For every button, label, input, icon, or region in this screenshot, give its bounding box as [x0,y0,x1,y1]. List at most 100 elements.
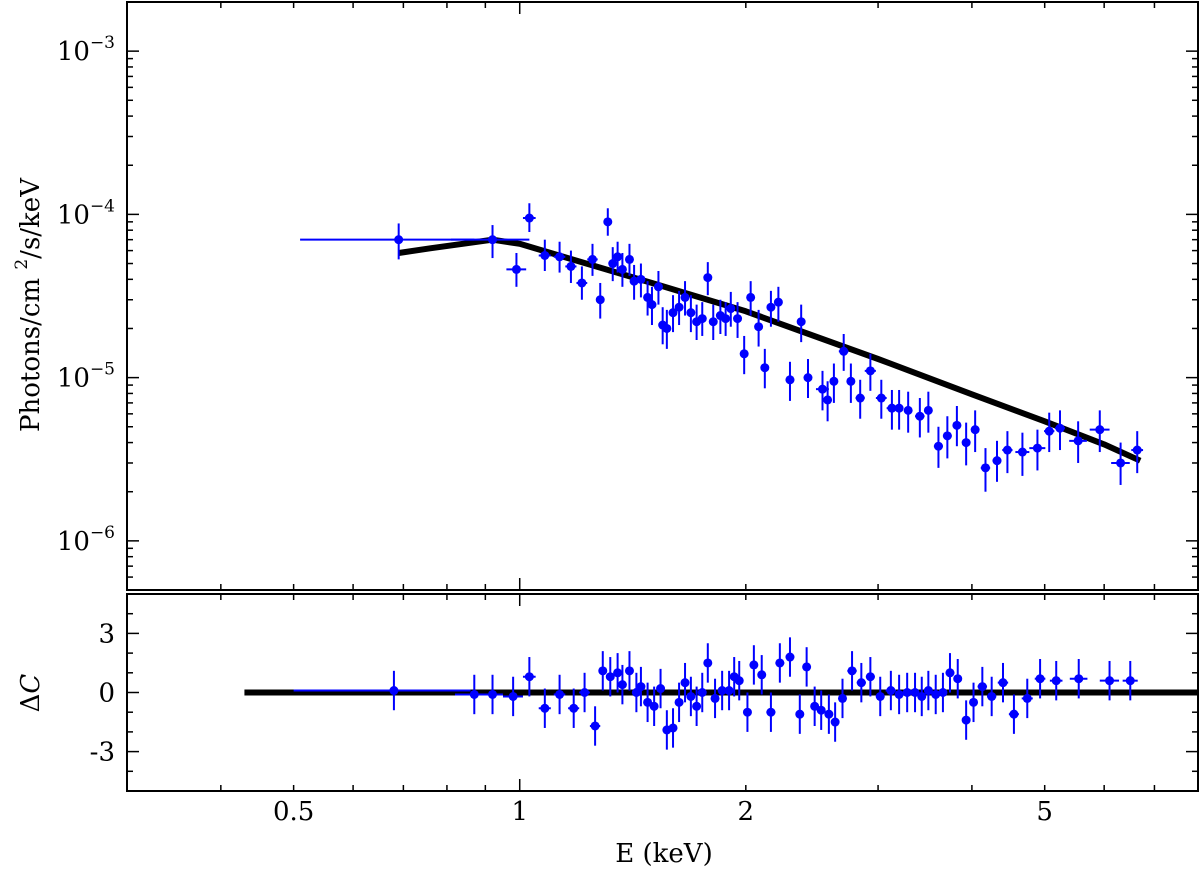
residual-data-point [1021,678,1033,719]
spectrum-data-point [703,262,713,296]
data-marker [875,691,885,701]
data-marker [617,264,627,274]
spectrum-data-point [773,286,783,322]
data-marker [992,456,1002,466]
data-marker [566,261,576,271]
data-marker [724,686,734,696]
x-tick-label: 1 [511,797,528,827]
data-marker [931,689,941,699]
data-marker [1055,423,1065,433]
spectrum-data-point [739,335,749,375]
data-marker [488,689,498,699]
data-marker [952,420,962,430]
residual-data-point [830,702,840,742]
spectrum-data-point [674,290,684,326]
spectrum-data-point [923,391,933,433]
data-marker [595,295,605,305]
residual-data-point [724,670,734,711]
spectrum-data-point [595,282,605,319]
x-tick-label: 5 [1036,797,1053,827]
residual-data-point [785,637,795,677]
residual-data-layer [293,637,1138,750]
data-marker [803,373,813,383]
y-tick-label: 10−6 [57,523,115,557]
spectrum-data-layer [300,203,1144,492]
data-marker [1116,458,1126,468]
data-marker [766,707,776,717]
data-marker [830,717,840,727]
data-marker [987,691,997,701]
spectrum-data-point [1131,431,1144,474]
data-marker [662,323,672,333]
data-marker [710,693,720,703]
data-marker [608,259,618,269]
spectrum-data-point [726,291,736,327]
spectrum-data-point [613,241,623,273]
spectrum-panel: 10−610−510−410−3 Photons/cm 2/s/keV [12,1,1199,591]
data-marker [717,686,727,696]
spectrum-data-point [662,309,672,349]
data-marker [1095,425,1105,435]
spectrum-model-layer [398,236,1142,464]
residual-data-point [910,672,920,713]
data-marker [894,403,904,413]
residual-panel: -3 0 3 0.5 1 2 5 ΔC E (keV) [16,593,1199,869]
residual-data-point [613,653,623,693]
data-marker [785,652,795,662]
spectrum-data-point [721,302,731,336]
residual-y-tick-labels: -3 0 3 [90,619,115,767]
residual-data-point [605,657,615,697]
data-marker [953,674,963,684]
residual-data-point [598,651,608,691]
data-marker [680,292,690,302]
spectrum-data-point [785,361,795,401]
spectrum-data-point [961,422,971,466]
data-marker [923,686,933,696]
x-tick-label: 2 [738,797,755,827]
data-marker [703,658,713,668]
spectrum-data-point [980,448,991,492]
data-marker [733,314,743,324]
data-marker [977,682,987,692]
y-tick-label: 10−4 [57,196,115,230]
data-marker [636,274,646,284]
data-marker [817,384,827,394]
data-marker [886,686,896,696]
data-marker [969,697,979,707]
residual-data-point [1008,694,1019,734]
data-marker [598,666,608,676]
data-marker [394,235,404,245]
spectrum-data-point [746,281,756,316]
residual-data-point [847,651,857,691]
spectrum-data-point [796,304,806,343]
data-marker [686,691,696,701]
spectrum-data-point [1029,429,1046,471]
residual-data-point [697,672,707,713]
y-tick-label-base: 10 [57,527,90,557]
residual-data-point [1122,660,1138,701]
data-marker [824,709,834,719]
data-marker [697,688,707,697]
residual-data-point [917,676,927,717]
spectrum-data-point [829,363,839,403]
spectrum-data-point [680,281,690,316]
spectrum-data-point [855,379,865,419]
y-axis-label-superscript: 2 [12,259,32,270]
spectrum-data-point [300,223,475,260]
residual-data-point [923,670,933,711]
residual-data-point [668,708,678,748]
data-marker [917,691,927,701]
spectrum-axes-frame [126,1,1199,591]
residual-data-point [977,666,988,707]
spectrum-data-point [942,416,952,459]
residual-y-axis-label: ΔC [16,674,46,713]
data-marker [605,672,615,682]
residual-data-point [538,688,551,728]
residual-data-point [945,653,955,693]
data-marker [674,697,684,707]
residual-data-point [810,686,820,726]
data-marker [739,349,749,359]
spectrum-data-point [617,252,627,287]
spectrum-data-point [838,334,849,371]
data-marker [624,254,634,264]
